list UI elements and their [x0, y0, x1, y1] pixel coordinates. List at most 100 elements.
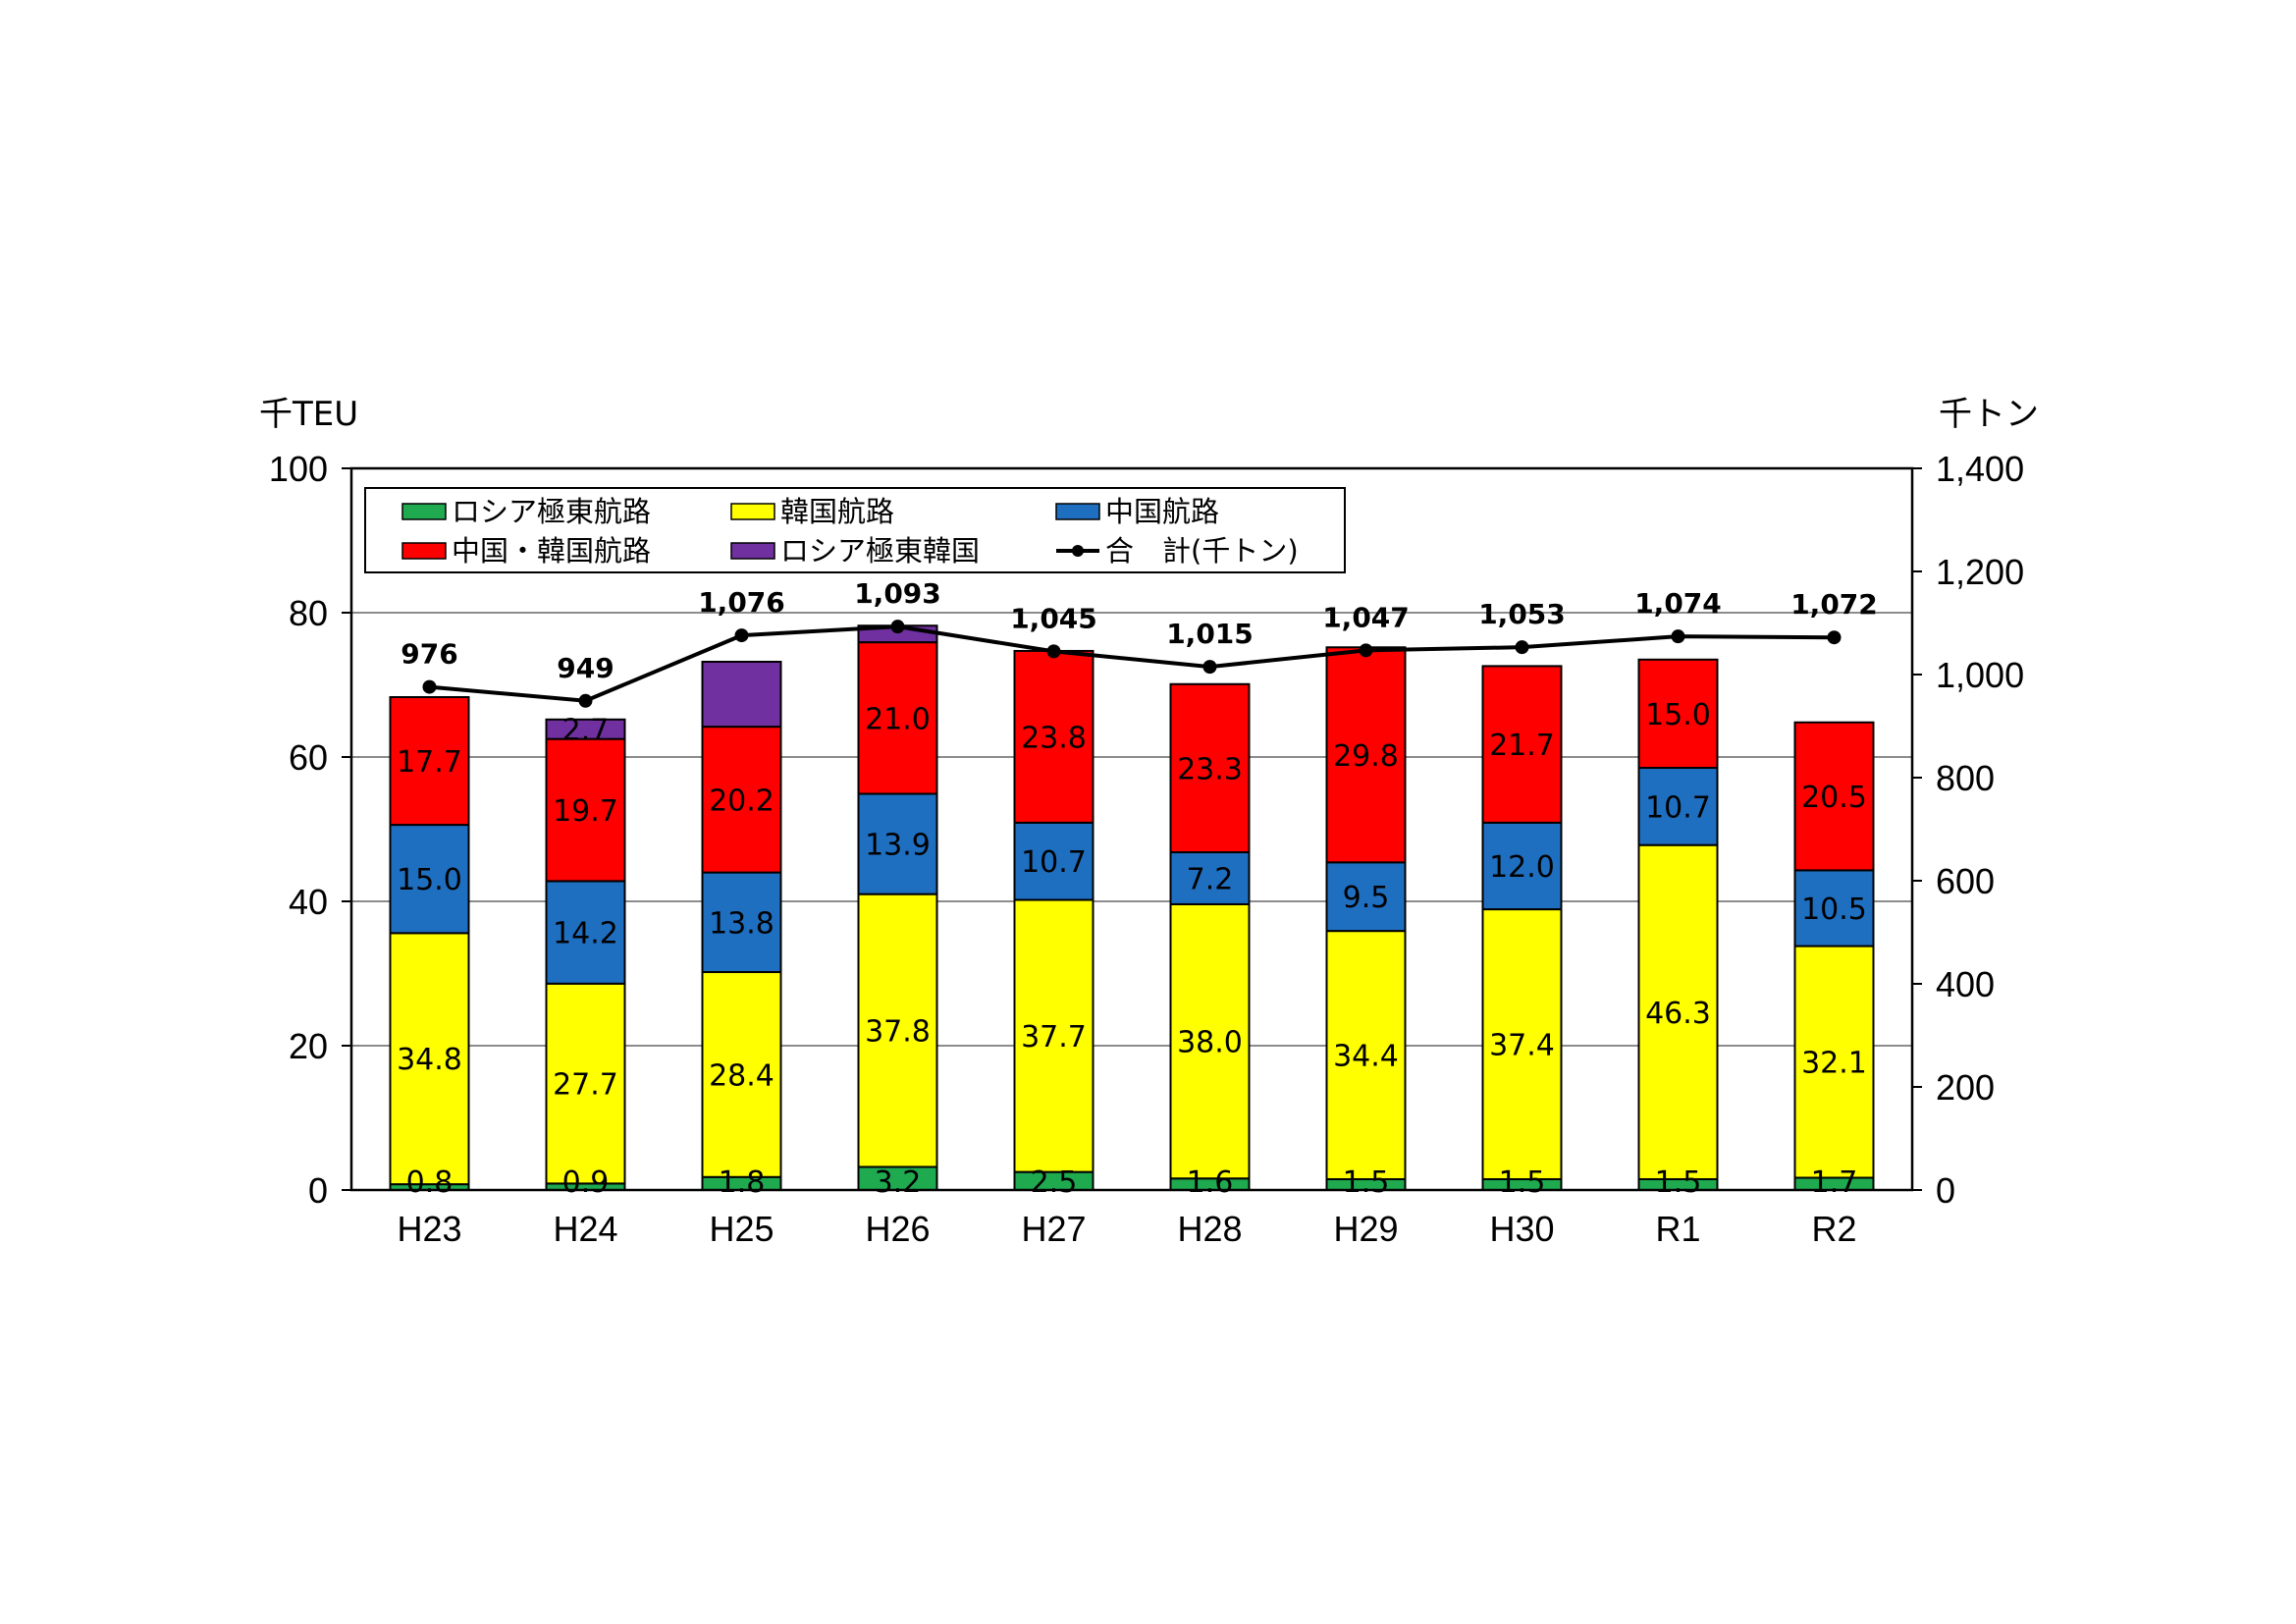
segment-value-label: 10.7: [1021, 845, 1087, 880]
bar-segment: [1169, 902, 1251, 1180]
bar-segment: [1481, 821, 1563, 911]
segment-value-label: 12.0: [1489, 850, 1555, 885]
total-line-point: [890, 620, 905, 634]
segment-value-label: 1.7: [1811, 1165, 1858, 1200]
bar-segment: [389, 932, 470, 1186]
total-line-point: [1202, 660, 1217, 675]
bar-segment: [1013, 821, 1095, 901]
segment-value-label: 20.2: [709, 784, 774, 818]
y-axis-right-ticks: 0 200 400 600 800 1,000 1,200 1,400: [1912, 449, 2024, 1211]
x-tick-label: H23: [397, 1209, 461, 1249]
segment-value-label: 0.9: [562, 1165, 610, 1200]
y-right-tick-label: 800: [1936, 758, 1995, 798]
bar-segment: [1013, 649, 1095, 824]
y-right-tick-label: 400: [1936, 964, 1995, 1004]
segment-value-label: 14.2: [553, 917, 618, 951]
y-axis-right-unit: 千トン: [1939, 395, 2039, 434]
segment-value-label: 17.7: [397, 745, 462, 780]
bar-segment: [857, 641, 938, 795]
bar-segment: [1169, 851, 1251, 905]
bar-segment: [1325, 646, 1407, 864]
segment-value-label: 19.7: [553, 794, 618, 829]
x-tick-label: H27: [1021, 1209, 1086, 1249]
x-tick-label: R1: [1655, 1209, 1700, 1249]
bar-segment: [1637, 767, 1719, 846]
x-tick-label: H28: [1177, 1209, 1242, 1249]
segment-value-label: 23.8: [1021, 721, 1087, 755]
segment-value-label: 32.1: [1801, 1047, 1867, 1081]
x-tick-label: H24: [553, 1209, 617, 1249]
bar-segment: [545, 718, 626, 740]
legend-label: 合 計(千トン): [1105, 534, 1299, 568]
legend-swatch: [730, 503, 775, 520]
total-line-point: [1046, 644, 1061, 659]
total-line-point: [1359, 643, 1373, 658]
legend-label: ロシア極東航路: [452, 495, 651, 528]
total-value-label: 1,074: [1634, 587, 1722, 620]
bar-segment: [701, 871, 782, 974]
bar-segment: [389, 695, 470, 827]
segment-value-label: 28.4: [709, 1058, 774, 1093]
segment-value-label: 13.9: [865, 829, 931, 863]
segment-value-label: 37.8: [865, 1015, 931, 1050]
bar-segment: [1793, 945, 1875, 1179]
stacked-bars: [389, 624, 1875, 1192]
segment-value-label: 37.4: [1489, 1029, 1555, 1063]
legend-box: [364, 487, 1346, 573]
segment-value-label: 2.7: [562, 714, 610, 748]
segment-value-label: 20.5: [1801, 781, 1867, 815]
legend-label: 韓国航路: [780, 495, 894, 528]
bar-segment: [389, 824, 470, 935]
total-value-label: 949: [557, 652, 614, 684]
segment-value-label: 1.5: [1343, 1165, 1390, 1200]
bar-segment: [545, 982, 626, 1185]
bar-segment: [701, 971, 782, 1178]
y-left-tick-label: 0: [308, 1170, 328, 1211]
total-value-label: 1,076: [698, 586, 785, 619]
legend-swatch: [730, 542, 775, 560]
segment-value-label: 34.4: [1333, 1040, 1399, 1074]
y-right-tick-label: 600: [1936, 861, 1995, 901]
y-left-tick-label: 100: [269, 449, 328, 489]
y-left-tick-label: 40: [289, 882, 328, 922]
segment-value-label: 29.8: [1333, 739, 1399, 774]
bar-segment: [857, 792, 938, 895]
segment-value-label: 2.5: [1031, 1165, 1078, 1200]
bar-segment: [701, 726, 782, 874]
segment-value-label: 7.2: [1187, 862, 1234, 896]
segment-value-label: 46.3: [1645, 997, 1711, 1031]
segment-value-label: 0.8: [406, 1165, 454, 1200]
segment-value-label: 3.2: [875, 1165, 922, 1200]
x-tick-label: H29: [1333, 1209, 1398, 1249]
total-value-label: 1,015: [1166, 618, 1254, 650]
total-line-point: [422, 679, 437, 694]
segment-value-label: 37.7: [1021, 1020, 1087, 1055]
y-left-tick-label: 80: [289, 593, 328, 633]
segment-value-label: 1.6: [1187, 1165, 1234, 1200]
bar-segment: [545, 880, 626, 985]
total-line-point: [1671, 629, 1685, 644]
segment-value-label: 10.7: [1645, 790, 1711, 825]
y-left-tick-label: 20: [289, 1026, 328, 1066]
bar-segment: [1169, 682, 1251, 854]
segment-value-label: 21.7: [1489, 729, 1555, 763]
segment-value-label: 1.8: [719, 1165, 766, 1200]
total-line-point: [1515, 640, 1529, 655]
segment-value-label: 1.5: [1499, 1165, 1546, 1200]
total-value-label: 1,072: [1790, 588, 1878, 621]
y-right-tick-label: 1,200: [1936, 552, 2024, 592]
total-value-label: 1,047: [1322, 601, 1410, 633]
plot-area-frame: [349, 466, 1914, 1192]
segment-value-label: 1.5: [1655, 1165, 1702, 1200]
total-line: 976 949 1,076 1,093 1,045 1,015 1,047 1,053 1,07…: [400, 577, 1878, 708]
y-right-tick-label: 1,400: [1936, 449, 2024, 489]
legend-swatch: [1055, 503, 1100, 520]
x-tick-label: H30: [1489, 1209, 1554, 1249]
y-axis-left-unit: 千TEU: [259, 395, 358, 434]
legend-label: ロシア極東韓国: [780, 534, 980, 568]
total-line-point: [1827, 630, 1842, 645]
legend-swatch: [401, 542, 447, 560]
x-tick-label: R2: [1811, 1209, 1856, 1249]
total-value-label: 1,093: [854, 577, 941, 610]
